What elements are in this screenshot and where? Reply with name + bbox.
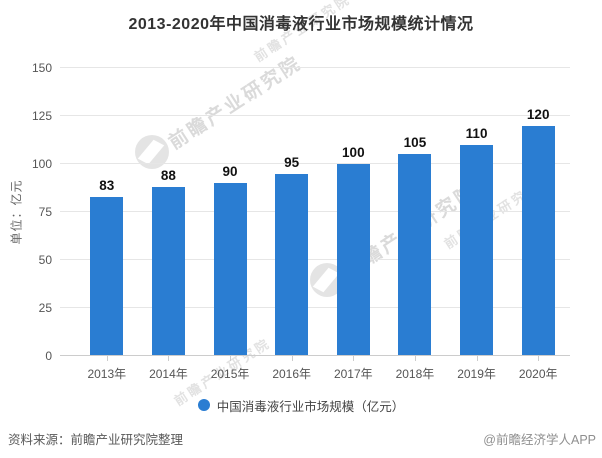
x-axis-tick <box>353 356 355 361</box>
x-tick-label: 2014年 <box>149 367 188 381</box>
bar-slot: 120 <box>507 68 569 356</box>
x-axis-tick <box>106 356 108 361</box>
legend-label: 中国消毒液行业市场规模（亿元） <box>216 399 405 414</box>
y-axis-unit-label: 单位：亿元 <box>9 179 24 245</box>
bar-2020年 <box>521 125 555 356</box>
x-axis-tick <box>291 356 293 361</box>
x-tick-label: 2016年 <box>272 367 312 381</box>
bar-slot: 110 <box>446 68 508 356</box>
bar-2013年 <box>90 196 124 356</box>
bar-2017年 <box>336 164 370 356</box>
x-tick-label: 2018年 <box>395 367 435 381</box>
bar-value-label: 95 <box>284 154 300 170</box>
x-tick-label: 2020年 <box>518 367 558 381</box>
x-axis-tick <box>414 356 416 361</box>
bar-slot: 90 <box>199 68 261 356</box>
bar-slot: 105 <box>384 68 446 356</box>
plot-area: 83 88 90 95 100 105 110 120 2013年 2014年 2015年 2016… <box>32 61 570 381</box>
y-tick-label: 75 <box>38 205 52 219</box>
bar-slot: 95 <box>261 68 323 356</box>
footer: 资料来源：前瞻产业研究院整理 @前瞻经济学人APP <box>8 429 596 448</box>
y-tick-label: 50 <box>38 253 52 267</box>
credit-text: @前瞻经济学人APP <box>483 433 596 447</box>
bar-slot: 88 <box>138 68 200 356</box>
x-axis-labels: 2013年 2014年 2015年 2016年 2017年 2018年 2019年 2020年 <box>76 365 569 382</box>
bar-value-label: 110 <box>465 125 488 141</box>
bar-2016年 <box>275 173 309 356</box>
x-axis-tick <box>476 356 478 361</box>
bar-2019年 <box>460 144 494 356</box>
gridline <box>60 163 570 164</box>
page-title: 2013-2020年中国消毒液行业市场规模统计情况 <box>128 16 474 33</box>
bar-value-label: 120 <box>526 106 550 122</box>
gridline <box>60 307 570 308</box>
bar-2018年 <box>398 154 432 356</box>
bar-value-label: 88 <box>160 168 176 184</box>
x-tick-label: 2019年 <box>457 367 496 381</box>
gridline <box>60 115 570 116</box>
gridline <box>60 67 570 68</box>
source-text: 资料来源：前瞻产业研究院整理 <box>8 433 184 447</box>
bars-container: 83 88 90 95 100 105 110 120 <box>76 68 569 356</box>
x-axis-line <box>60 355 570 356</box>
gridline <box>60 259 570 260</box>
y-tick-label: 150 <box>31 61 52 75</box>
legend: 中国消毒液行业市场规模（亿元） <box>0 396 602 414</box>
bar-value-label: 105 <box>403 135 427 151</box>
gridline <box>60 211 570 212</box>
y-tick-label: 100 <box>31 157 52 171</box>
bar-value-label: 90 <box>222 164 238 180</box>
bar-2015年 <box>213 183 247 356</box>
bar-value-label: 83 <box>99 177 115 193</box>
legend-marker-icon <box>197 399 210 411</box>
bar-slot: 83 <box>76 68 138 356</box>
x-tick-label: 2015年 <box>210 367 250 381</box>
y-tick-label: 0 <box>45 349 52 363</box>
x-tick-label: 2013年 <box>87 367 127 381</box>
bar-2014年 <box>151 187 185 356</box>
y-tick-label: 25 <box>38 301 52 315</box>
x-axis-tick <box>538 356 540 361</box>
x-axis-tick <box>168 356 170 361</box>
x-tick-label: 2017年 <box>333 367 373 381</box>
bar-value-label: 100 <box>342 145 365 160</box>
x-axis-tick <box>230 356 232 361</box>
y-tick-label: 125 <box>31 109 52 123</box>
bar-slot: 100 <box>323 68 385 356</box>
